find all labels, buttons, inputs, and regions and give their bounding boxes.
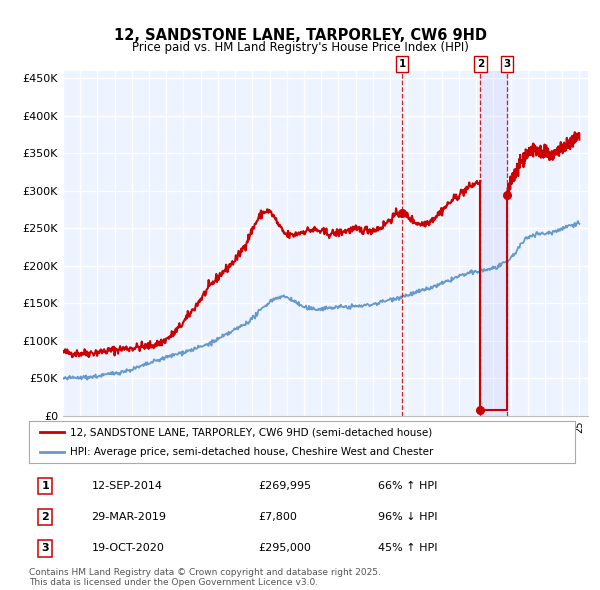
Text: HPI: Average price, semi-detached house, Cheshire West and Chester: HPI: Average price, semi-detached house,… bbox=[70, 447, 433, 457]
Text: £7,800: £7,800 bbox=[258, 512, 297, 522]
Text: 19-OCT-2020: 19-OCT-2020 bbox=[92, 543, 164, 553]
Text: £269,995: £269,995 bbox=[258, 481, 311, 491]
Text: 66% ↑ HPI: 66% ↑ HPI bbox=[378, 481, 437, 491]
Text: 2: 2 bbox=[477, 59, 484, 69]
Text: 12, SANDSTONE LANE, TARPORLEY, CW6 9HD (semi-detached house): 12, SANDSTONE LANE, TARPORLEY, CW6 9HD (… bbox=[70, 427, 432, 437]
Text: 29-MAR-2019: 29-MAR-2019 bbox=[92, 512, 167, 522]
Text: 1: 1 bbox=[41, 481, 49, 491]
Text: 96% ↓ HPI: 96% ↓ HPI bbox=[378, 512, 438, 522]
Text: £295,000: £295,000 bbox=[258, 543, 311, 553]
Text: 2: 2 bbox=[41, 512, 49, 522]
Text: 3: 3 bbox=[503, 59, 511, 69]
Text: 12-SEP-2014: 12-SEP-2014 bbox=[92, 481, 163, 491]
Text: 3: 3 bbox=[41, 543, 49, 553]
Text: Contains HM Land Registry data © Crown copyright and database right 2025.
This d: Contains HM Land Registry data © Crown c… bbox=[29, 568, 380, 587]
Bar bbox=[481, 71, 507, 416]
Text: 12, SANDSTONE LANE, TARPORLEY, CW6 9HD: 12, SANDSTONE LANE, TARPORLEY, CW6 9HD bbox=[113, 28, 487, 43]
Text: Price paid vs. HM Land Registry's House Price Index (HPI): Price paid vs. HM Land Registry's House … bbox=[131, 41, 469, 54]
Text: 45% ↑ HPI: 45% ↑ HPI bbox=[378, 543, 438, 553]
Text: 1: 1 bbox=[398, 59, 406, 69]
